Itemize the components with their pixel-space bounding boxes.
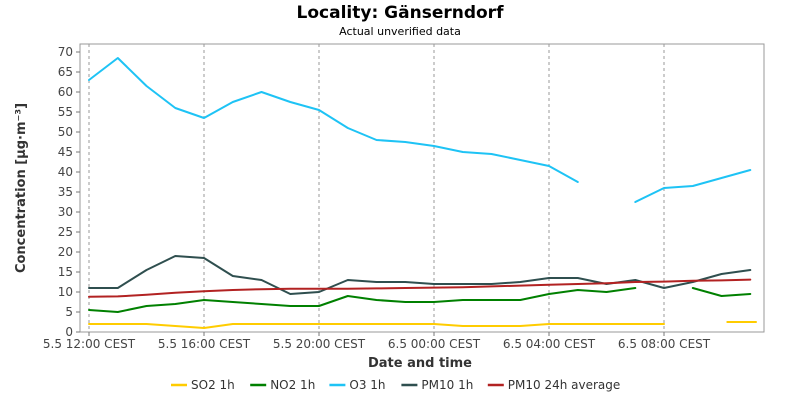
series-5 [88, 278, 752, 298]
chart-title: Locality: Gänserndorf [297, 3, 505, 23]
x-tick-label: 5.5 12:00 CEST [43, 337, 136, 351]
y-tick-label: 0 [65, 325, 73, 339]
series-3 [88, 57, 752, 203]
x-tick-label: 5.5 20:00 CEST [273, 337, 366, 351]
legend-item: NO2 1h [250, 378, 315, 392]
legend-item: PM10 1h [401, 378, 473, 392]
y-tick-label: 30 [58, 205, 73, 219]
legend: SO2 1h NO2 1h O3 1h PM10 1h PM10 24h average [171, 378, 620, 392]
legend-label: NO2 1h [270, 378, 315, 392]
y-tick-label: 45 [58, 145, 73, 159]
y-tick-label: 35 [58, 185, 73, 199]
y-tick-label: 55 [58, 105, 73, 119]
series-line [88, 321, 757, 329]
series-layer [88, 57, 757, 329]
series-line [88, 278, 752, 298]
x-tick-label: 5.5 16:00 CEST [158, 337, 251, 351]
series-line [88, 287, 752, 313]
legend-label: SO2 1h [191, 378, 235, 392]
legend-label: O3 1h [349, 378, 385, 392]
y-tick-label: 65 [58, 65, 73, 79]
y-tick-label: 5 [65, 305, 73, 319]
x-tick-label: 6.5 08:00 CEST [618, 337, 711, 351]
y-tick-label: 70 [58, 45, 73, 59]
y-tick-label: 20 [58, 245, 73, 259]
legend-item: SO2 1h [171, 378, 235, 392]
series-1 [88, 321, 757, 329]
legend-label: PM10 1h [421, 378, 473, 392]
y-tick-label: 15 [58, 265, 73, 279]
y-tick-label: 25 [58, 225, 73, 239]
y-tick-label: 40 [58, 165, 73, 179]
x-tick-label: 6.5 04:00 CEST [503, 337, 596, 351]
x-tick-label: 6.5 00:00 CEST [388, 337, 481, 351]
x-axis-ticks: 5.5 12:00 CEST 5.5 16:00 CEST 5.5 20:00 CE… [43, 332, 711, 351]
legend-item: PM10 24h average [487, 378, 621, 392]
legend-item: O3 1h [329, 378, 386, 392]
legend-label: PM10 24h average [508, 378, 621, 392]
chart-subtitle: Actual unverified data [339, 25, 461, 38]
y-tick-label: 10 [58, 285, 73, 299]
plot-area [79, 43, 765, 333]
series-2 [88, 287, 752, 313]
y-tick-label: 50 [58, 125, 73, 139]
y-axis-label: Concentration [µg·m⁻³] [14, 103, 29, 273]
y-axis-ticks: 0 5 10 15 20 25 30 35 40 45 50 55 60 65 70 [58, 45, 80, 339]
x-axis-label: Date and time [368, 356, 472, 371]
y-tick-label: 60 [58, 85, 73, 99]
series-line [88, 57, 752, 203]
